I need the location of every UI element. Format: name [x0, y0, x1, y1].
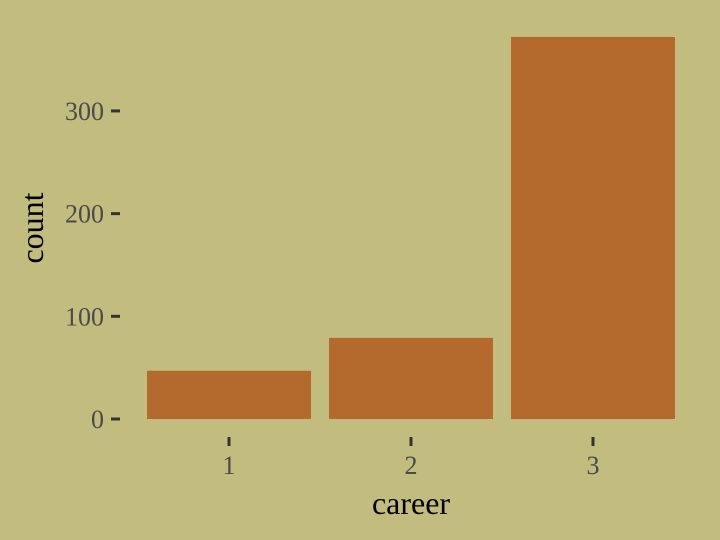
- x-axis-title: career: [372, 485, 450, 521]
- x-tick-label: 1: [223, 451, 236, 480]
- bars: [147, 37, 675, 419]
- y-axis: 0 100 200 300: [65, 97, 120, 434]
- bar-1: [147, 370, 311, 419]
- bar-2: [329, 337, 493, 419]
- y-tick-label: 100: [65, 302, 104, 331]
- x-tick-label: 3: [587, 451, 600, 480]
- y-axis-title: count: [14, 192, 50, 263]
- bar-3: [511, 37, 675, 419]
- y-tick-label: 200: [65, 200, 104, 229]
- y-tick-label: 0: [91, 405, 104, 434]
- y-tick-label: 300: [65, 97, 104, 126]
- x-tick-label: 2: [405, 451, 418, 480]
- x-axis: 1 2 3: [223, 437, 600, 480]
